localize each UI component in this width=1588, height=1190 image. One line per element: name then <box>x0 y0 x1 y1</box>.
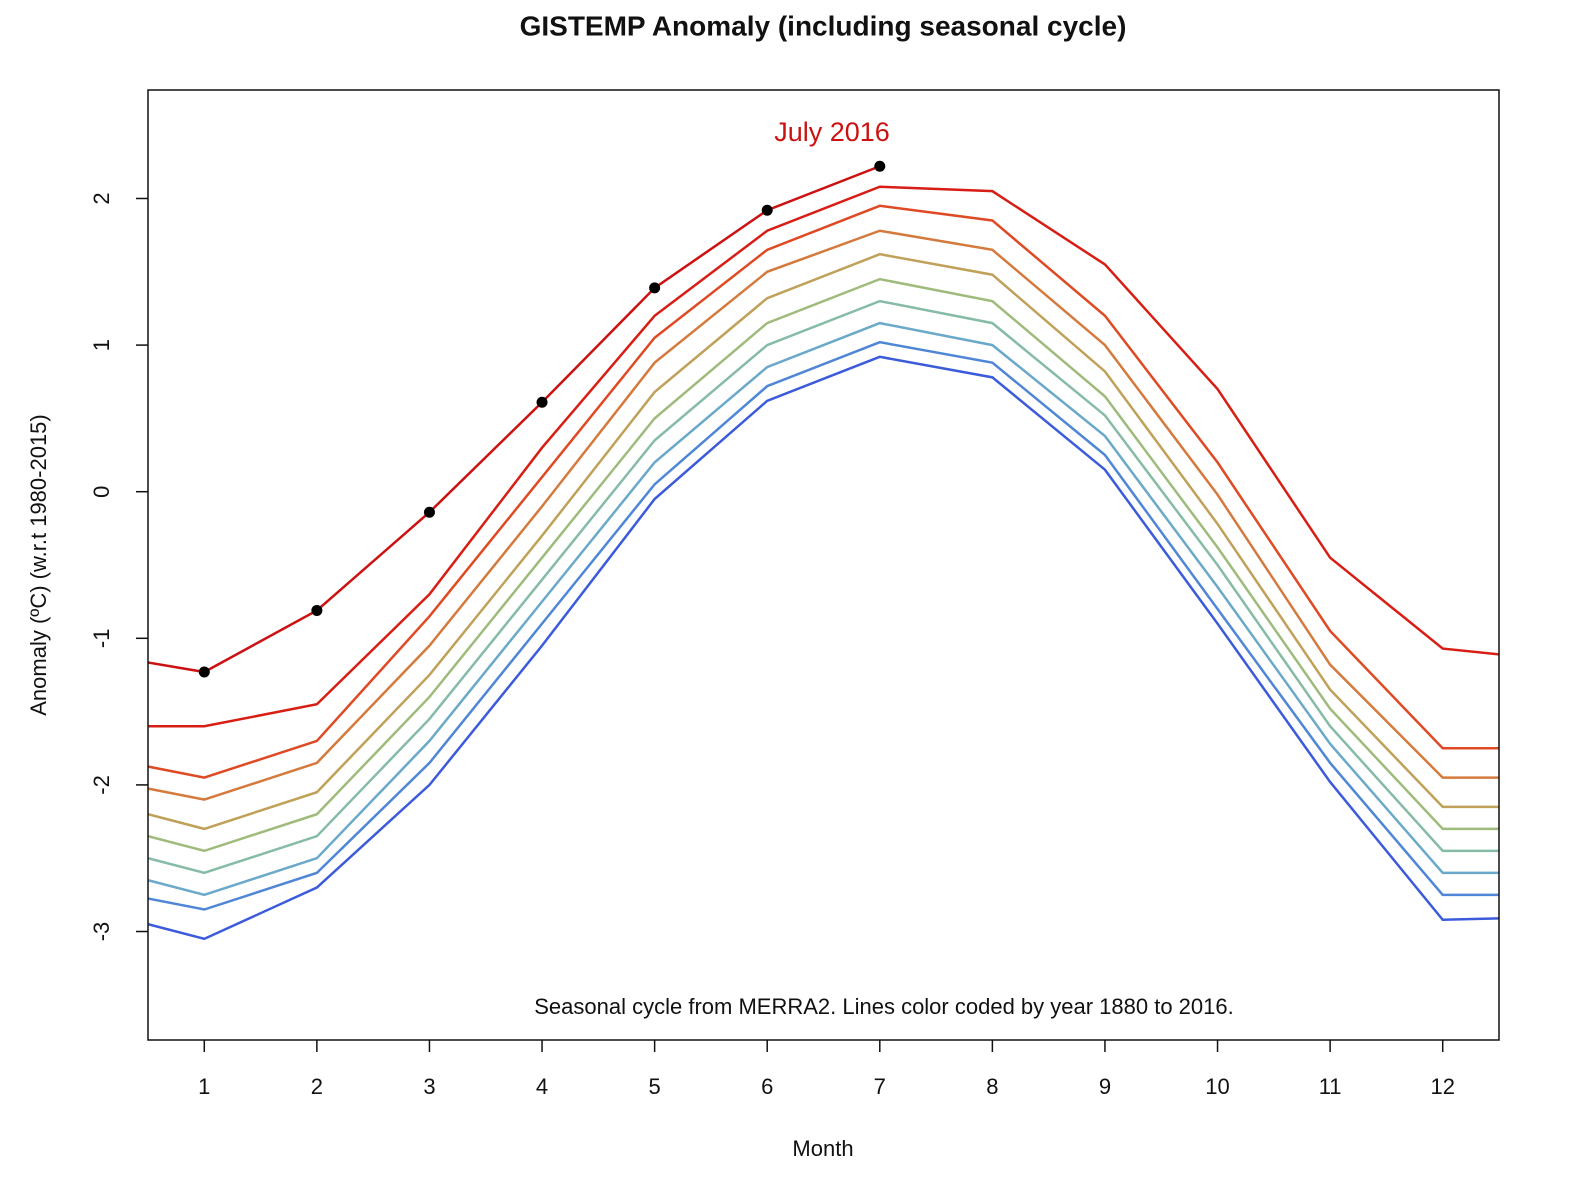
series-line <box>148 185 1499 728</box>
point <box>874 160 886 172</box>
series-line <box>148 340 1499 911</box>
point <box>423 506 435 518</box>
series-line <box>148 277 1499 853</box>
x-tick-label: 11 <box>1319 1074 1342 1099</box>
y-tick-label: -3 <box>89 922 114 942</box>
point <box>536 396 548 408</box>
point <box>649 282 661 294</box>
series-line <box>148 355 1499 941</box>
x-tick-label: 10 <box>1205 1074 1229 1099</box>
y-tick-label: 0 <box>89 486 114 498</box>
y-tick-label: -1 <box>89 629 114 649</box>
x-tick-label: 6 <box>761 1074 773 1099</box>
plot-frame <box>147 89 1500 1041</box>
x-tick-label: 9 <box>1099 1074 1111 1099</box>
chart-title: GISTEMP Anomaly (including seasonal cycl… <box>520 10 1127 41</box>
series-line <box>148 204 1499 779</box>
series-line <box>148 321 1499 897</box>
x-tick-label: 5 <box>649 1074 661 1099</box>
series-line <box>148 165 881 674</box>
y-tick-label: 1 <box>89 339 114 351</box>
point <box>198 666 210 678</box>
plot-lines <box>86 160 1499 941</box>
series-line <box>148 252 1499 831</box>
y-axis-label: Anomaly (ºC) (w.r.t 1980-2015) <box>26 414 51 716</box>
series-line <box>148 229 1499 801</box>
note: Seasonal cycle from MERRA2. Lines color … <box>534 994 1234 1019</box>
point <box>86 647 97 658</box>
y-tick-label: -2 <box>89 775 114 795</box>
y-tick-label: 2 <box>89 192 114 204</box>
x-tick-label: 12 <box>1430 1074 1454 1099</box>
annotation: July 2016 <box>774 117 890 147</box>
x-tick-label: 1 <box>198 1074 210 1099</box>
point <box>311 604 323 616</box>
point <box>761 204 773 216</box>
series-line <box>148 299 1499 875</box>
x-tick-label: 7 <box>874 1074 886 1099</box>
x-tick-label: 8 <box>986 1074 998 1099</box>
x-axis-label: Month <box>792 1136 853 1161</box>
x-tick-label: 4 <box>536 1074 548 1099</box>
x-tick-label: 2 <box>311 1074 323 1099</box>
x-tick-label: 3 <box>423 1074 435 1099</box>
